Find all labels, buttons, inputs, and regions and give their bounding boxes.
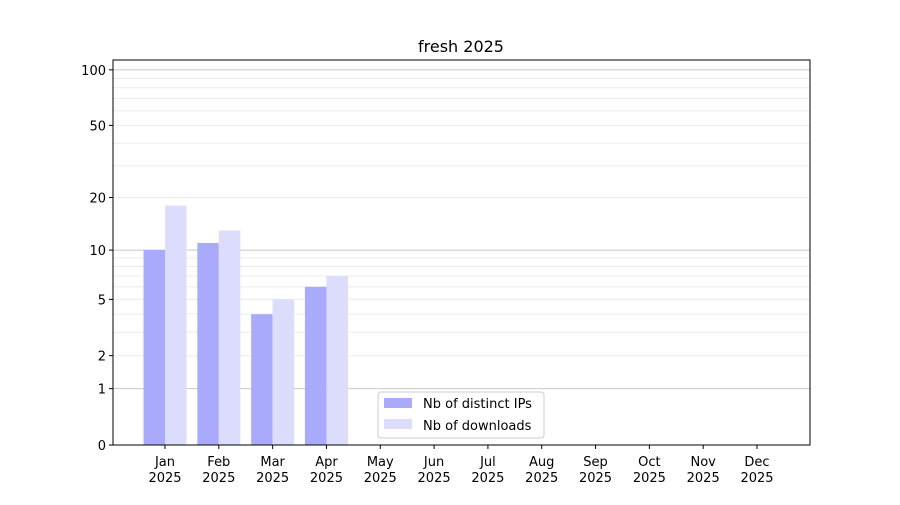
x-tick-label-line: 2025 — [740, 471, 773, 486]
x-tick-label-line: Nov — [690, 455, 716, 470]
x-tick-label-line: Apr — [315, 455, 338, 470]
x-tick-label-line: Mar — [260, 455, 285, 470]
y-tick-label: 0 — [98, 439, 106, 454]
x-tick-label-line: Oct — [638, 455, 660, 470]
bar-distinct-ips — [251, 314, 273, 445]
x-tick-label: Nov 2025 — [687, 455, 720, 486]
legend-label-downloads: Nb of downloads — [423, 419, 532, 434]
bar-downloads — [272, 299, 295, 445]
x-tick-label-line: Feb — [207, 455, 230, 470]
chart-title: fresh 2025 — [418, 37, 504, 56]
legend-swatch-downloads — [384, 419, 412, 429]
x-tick-label-line: Aug — [529, 455, 554, 470]
x-tick-label-line: Jul — [479, 455, 496, 470]
legend-label-ips: Nb of distinct IPs — [423, 397, 532, 412]
x-tick-label: Feb 2025 — [202, 455, 235, 486]
x-tick-label-line: May — [367, 455, 394, 470]
x-tick-label: Dec 2025 — [740, 455, 773, 486]
x-tick-label: Jun 2025 — [418, 455, 451, 486]
x-tick-label-line: 2025 — [579, 471, 612, 486]
x-tick-label: Jan 2025 — [148, 455, 181, 486]
legend-box — [377, 391, 545, 439]
x-tick-label-line: 2025 — [310, 471, 343, 486]
plot-frame — [112, 59, 811, 446]
x-tick-label-line: Jun — [423, 455, 444, 470]
x-tick-label: Oct 2025 — [633, 455, 666, 486]
x-tick-label-line: 2025 — [256, 471, 289, 486]
y-tick-label: 100 — [81, 64, 106, 79]
legend: Nb of distinct IPs Nb of downloads — [377, 391, 545, 439]
x-tick-label: Mar 2025 — [256, 455, 289, 486]
x-tick-label: May 2025 — [364, 455, 397, 486]
x-tick-label-line: 2025 — [687, 471, 720, 486]
x-tick-label-line: 2025 — [364, 471, 397, 486]
x-tick-label: Apr 2025 — [310, 455, 343, 486]
x-tick-label: Jul 2025 — [471, 455, 504, 486]
y-tick-label: 1 — [98, 383, 106, 398]
x-tick-label-line: 2025 — [471, 471, 504, 486]
x-tick-label-line: 2025 — [148, 471, 181, 486]
x-tick-label-line: 2025 — [525, 471, 558, 486]
y-axis: 0 1 2 5 10 20 50 100 — [81, 64, 113, 454]
bar-downloads — [165, 205, 187, 445]
x-tick-label-line: 2025 — [418, 471, 451, 486]
x-tick-label: Aug 2025 — [525, 455, 558, 486]
x-tick-label-line: 2025 — [202, 471, 235, 486]
y-tick-label: 5 — [98, 293, 106, 308]
x-tick-label-line: Jan — [154, 455, 175, 470]
legend-swatch-ips — [384, 398, 412, 408]
y-tick-label: 50 — [89, 119, 106, 134]
y-tick-label: 2 — [98, 350, 106, 365]
y-tick-label: 20 — [89, 192, 106, 207]
x-tick-label-line: Dec — [744, 455, 769, 470]
y-tick-label: 10 — [89, 244, 106, 259]
bars — [143, 205, 348, 445]
x-tick-label-line: Sep — [583, 455, 608, 470]
bar-distinct-ips — [197, 243, 219, 445]
x-tick-label: Sep 2025 — [579, 455, 612, 486]
bar-distinct-ips — [304, 286, 327, 445]
bar-downloads — [326, 275, 348, 445]
x-tick-label-line: 2025 — [633, 471, 666, 486]
bar-distinct-ips — [143, 250, 165, 445]
bar-downloads — [218, 230, 241, 445]
